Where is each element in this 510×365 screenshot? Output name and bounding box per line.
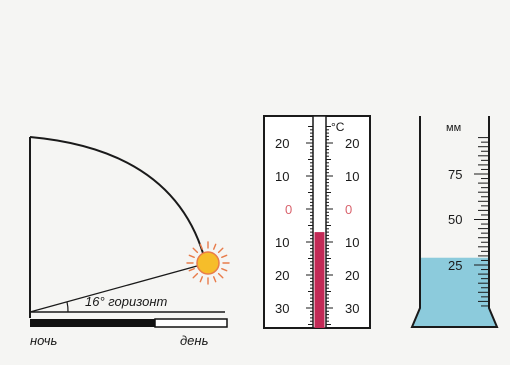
- thermometer-left-label-zero: 0: [285, 202, 292, 217]
- rain-gauge-label-25: 25: [448, 258, 462, 273]
- thermometer-left-label-10: 10: [275, 169, 289, 184]
- day-label: день: [180, 333, 209, 348]
- thermometer-left-label-20: 20: [275, 136, 289, 151]
- rain-gauge-unit: мм: [446, 122, 461, 134]
- rain-gauge-label-75: 75: [448, 167, 462, 182]
- thermometer-left-label-minus-20: 20: [275, 268, 289, 283]
- thermometer-left-label-minus-30: 30: [275, 301, 289, 316]
- angle-arc: [67, 302, 68, 312]
- thermometer-right-label-minus-10: 10: [345, 235, 359, 250]
- night-segment: [30, 319, 155, 327]
- thermometer-right-label-20: 20: [345, 136, 359, 151]
- sun-path-arc: [30, 137, 205, 260]
- thermometer: °C 20 10 0 10 20 30 20 10 0 10 20 30: [264, 116, 370, 328]
- night-label: ночь: [30, 333, 58, 348]
- rain-gauge-label-50: 50: [448, 212, 462, 227]
- day-night-bar: [30, 319, 227, 327]
- thermometer-liquid: [315, 232, 325, 328]
- thermometer-right-label-minus-20: 20: [345, 268, 359, 283]
- day-segment: [155, 319, 227, 327]
- thermometer-left-label-minus-10: 10: [275, 235, 289, 250]
- thermometer-right-label-minus-30: 30: [345, 301, 359, 316]
- thermometer-unit: °C: [331, 120, 345, 134]
- sun-icon: [187, 242, 229, 284]
- angle-label: 16° горизонт: [85, 294, 168, 309]
- rain-gauge: мм 75 50 25: [400, 116, 510, 330]
- sun-angle-diagram: 16° горизонт: [30, 137, 229, 348]
- thermometer-right-label-10: 10: [345, 169, 359, 184]
- thermometer-right-label-zero: 0: [345, 202, 352, 217]
